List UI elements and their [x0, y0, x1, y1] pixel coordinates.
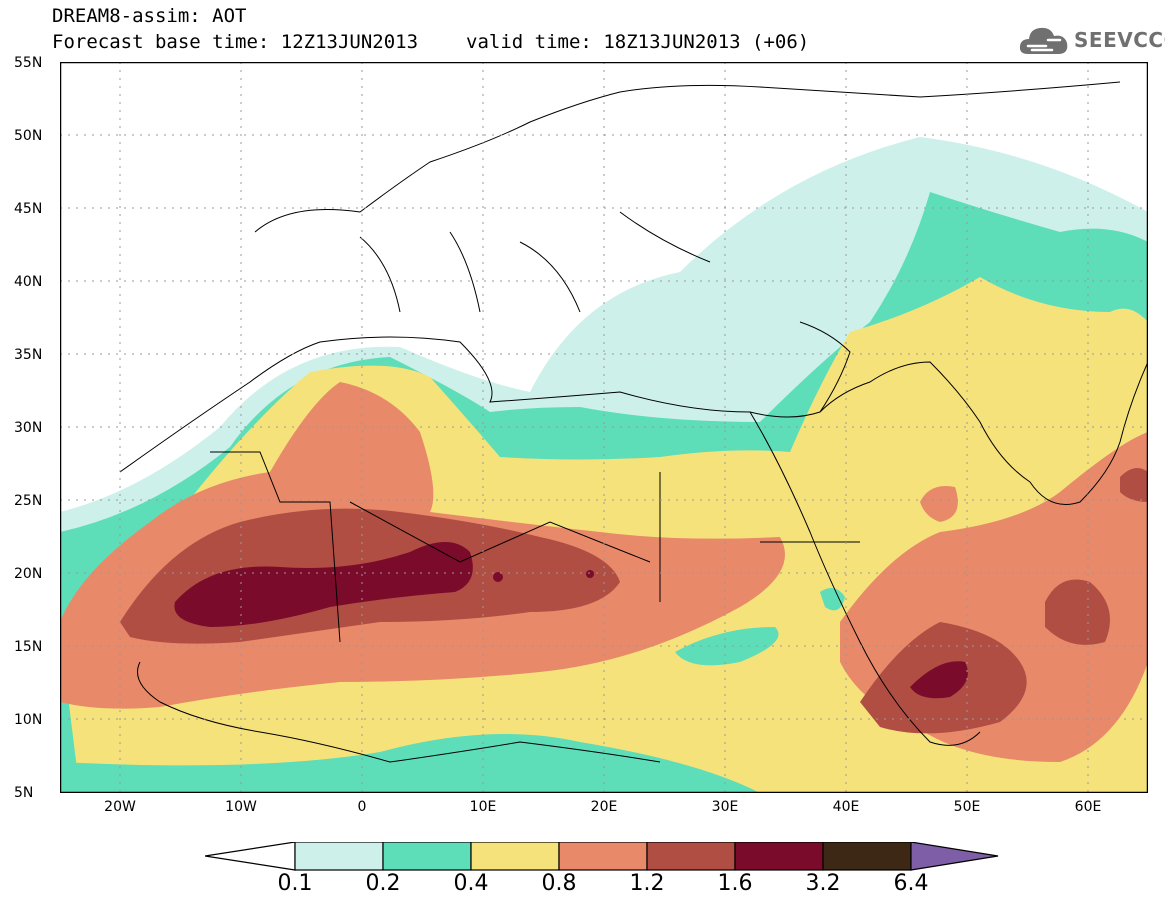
colorbar-swatch [382, 842, 472, 871]
lon-label: 20W [104, 799, 136, 815]
lat-label: 40N [14, 274, 43, 290]
lon-label: 0 [357, 799, 367, 815]
lat-label: 35N [14, 347, 43, 363]
aot-band-1.6 [174, 542, 968, 699]
colorbar-label: 1.2 [629, 871, 665, 896]
cloud-icon [1019, 27, 1068, 54]
colorbar-label: 0.8 [541, 871, 577, 896]
lon-label: 10W [225, 799, 257, 815]
aot-map [60, 62, 1148, 793]
lon-label: 20E [590, 799, 618, 815]
map-subtitle: Forecast base time: 12Z13JUN2013 valid ti… [52, 31, 809, 53]
lon-label: 50E [953, 799, 981, 815]
lon-label: 30E [711, 799, 739, 815]
map-title: DREAM8-assim: AOT [52, 5, 247, 27]
seevccc-logo: SEEVCCC [1018, 22, 1165, 58]
colorbar-high-arrow [910, 842, 999, 871]
lat-label: 5N [14, 785, 34, 801]
colorbar-label: 3.2 [805, 871, 841, 896]
logo-text: SEEVCCC [1074, 28, 1165, 52]
coastlines [119, 81, 1148, 763]
colorbar-low-arrow [205, 842, 296, 871]
colorbar-swatch [470, 842, 560, 871]
colorbar-label: 0.2 [365, 871, 401, 896]
lat-label: 50N [14, 128, 43, 144]
aot-map-canvas [60, 62, 1148, 793]
lat-label: 10N [14, 712, 43, 728]
colorbar-label: 1.6 [717, 871, 753, 896]
lon-label: 60E [1074, 799, 1102, 815]
lat-label: 15N [14, 639, 43, 655]
valid-time: valid time: 18Z13JUN2013 (+06) [466, 31, 810, 53]
colorbar-swatch [294, 842, 384, 871]
lat-label: 20N [14, 566, 43, 582]
lon-label: 40E [832, 799, 860, 815]
aot-band-0.2-patches [60, 588, 845, 793]
colorbar-label: 0.1 [277, 871, 313, 896]
colorbar-swatch [822, 842, 912, 871]
lat-label: 25N [14, 493, 43, 509]
colorbar-label: 6.4 [893, 871, 929, 896]
lat-label: 30N [14, 420, 43, 436]
colorbar-swatch [734, 842, 824, 871]
lat-label: 45N [14, 201, 43, 217]
colorbar [205, 842, 999, 871]
lon-label: 10E [469, 799, 497, 815]
colorbar-swatch [646, 842, 736, 871]
graticule [60, 62, 1148, 793]
base-time: Forecast base time: 12Z13JUN2013 [52, 31, 419, 53]
colorbar-label: 0.4 [453, 871, 489, 896]
map-border [60, 62, 1148, 793]
colorbar-swatch [558, 842, 648, 871]
lat-label: 55N [14, 55, 43, 71]
